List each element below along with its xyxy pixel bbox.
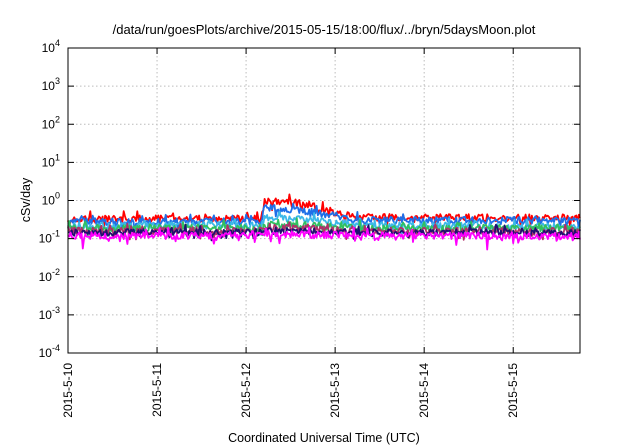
- y-tick-label: 10-4: [39, 343, 60, 360]
- y-tick-exponent: 4: [55, 38, 60, 48]
- y-tick-exponent: -4: [52, 343, 60, 353]
- y-tick-label: 10-2: [39, 267, 60, 284]
- y-tick-exponent: -3: [52, 305, 60, 315]
- y-tick-label: 101: [42, 152, 60, 169]
- y-tick-label: 100: [42, 191, 60, 208]
- y-tick-exponent: 2: [55, 114, 60, 124]
- y-tick-label: 104: [42, 38, 60, 55]
- y-tick-label: 10-3: [39, 305, 60, 322]
- y-axis-label: cSv/day: [19, 177, 33, 222]
- series-layer: [67, 193, 581, 251]
- x-tick-label: 2015-5-14: [417, 363, 431, 418]
- x-tick-label: 2015-5-13: [328, 363, 342, 418]
- y-tick-label: 102: [42, 114, 60, 131]
- y-tick-exponent: 0: [55, 191, 60, 201]
- x-axis-label: Coordinated Universal Time (UTC): [228, 431, 420, 445]
- y-tick-exponent: 1: [55, 152, 60, 162]
- x-axis: 2015-5-10 2015-5-11 2015-5-12 2015-5-13 2015…: [61, 48, 520, 418]
- series-line-7: [67, 226, 581, 251]
- y-tick-exponent: -2: [52, 267, 60, 277]
- y-tick-exponent: -1: [52, 229, 60, 239]
- y-tick-exponent: 3: [55, 76, 60, 86]
- grid-lines: [68, 48, 580, 353]
- y-tick-label: 103: [42, 76, 60, 93]
- x-tick-label: 2015-5-10: [61, 363, 75, 418]
- x-tick-label: 2015-5-15: [506, 363, 520, 418]
- x-tick-label: 2015-5-12: [239, 363, 253, 418]
- x-tick-label: 2015-5-11: [150, 363, 164, 417]
- chart-title: /data/run/goesPlots/archive/2015-05-15/1…: [113, 22, 536, 37]
- y-tick-label: 10-1: [39, 229, 60, 246]
